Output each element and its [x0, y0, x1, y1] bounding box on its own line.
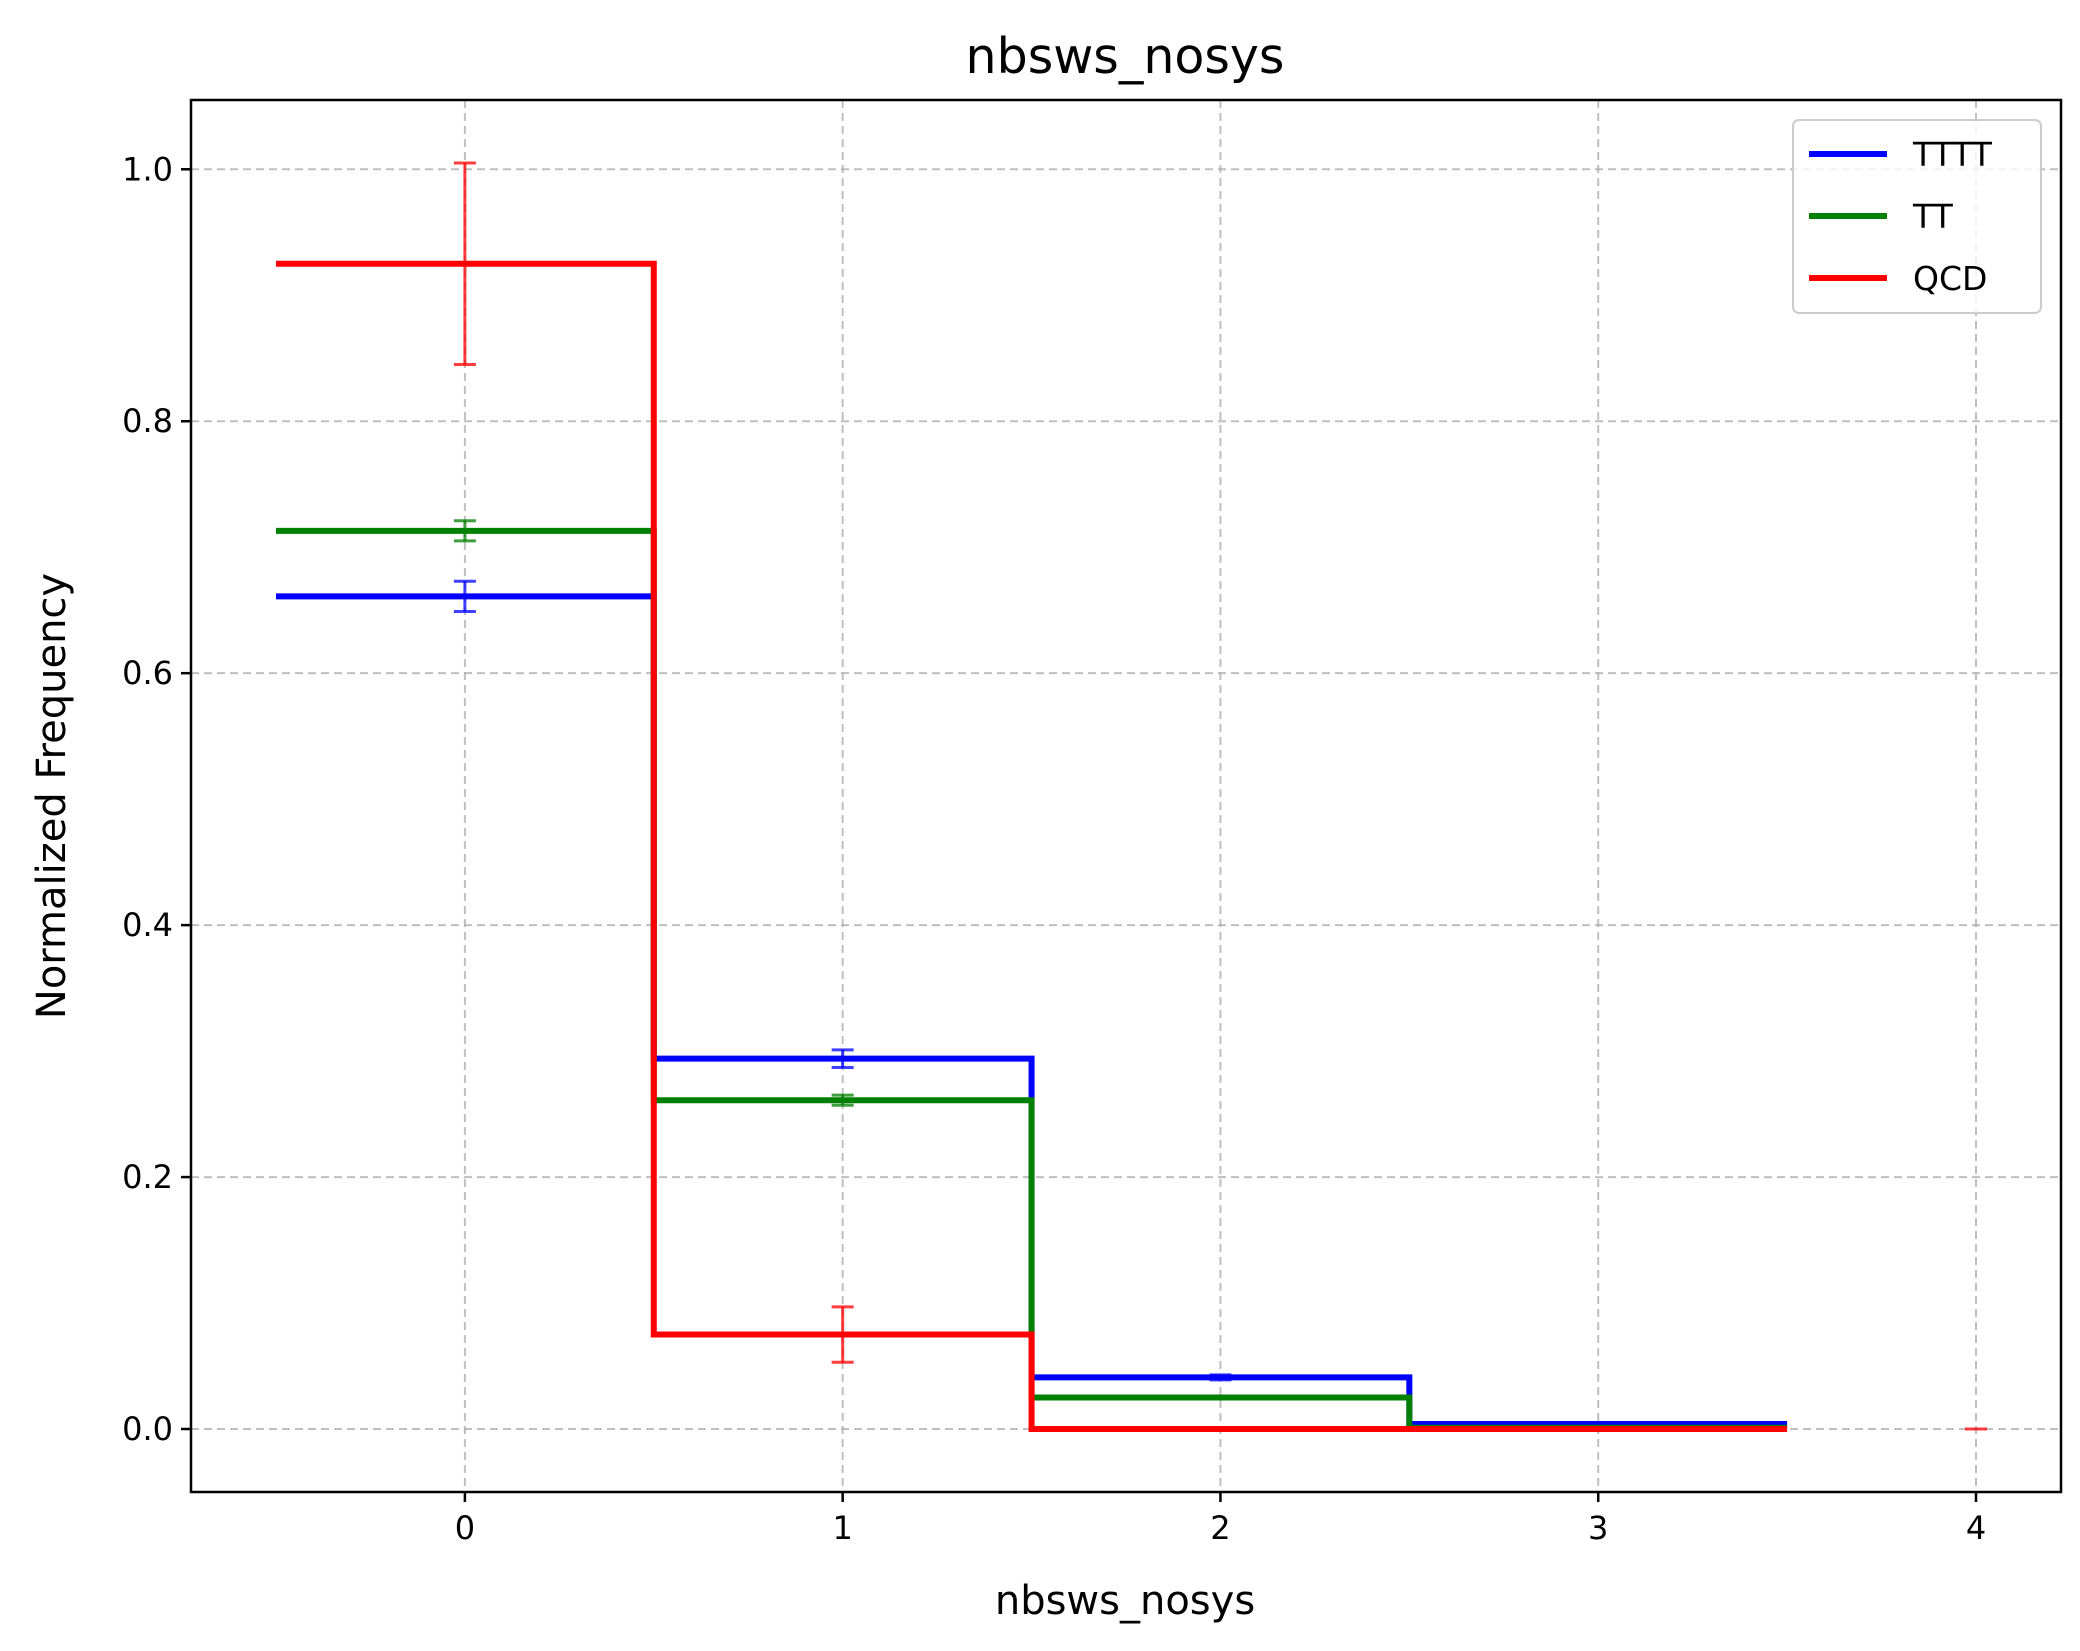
x-tick-label: 2: [1210, 1509, 1230, 1547]
errorbar-tttt: [831, 1048, 854, 1069]
legend-box: [1792, 119, 2042, 314]
error-bars: [453, 161, 1987, 1431]
y-tick-label: 0.2: [122, 1158, 173, 1196]
errorbar-tttt: [1209, 1373, 1232, 1382]
axis-ticks: 0 1 2 3 4 0.0 0.2 0.4 0.6 0.8 1.0: [122, 150, 1986, 1547]
y-axis-label: Normalized Frequency: [29, 573, 75, 1019]
x-tick-label: 3: [1588, 1509, 1608, 1547]
grid-lines: [191, 100, 2061, 1492]
x-tick-label: 0: [455, 1509, 475, 1547]
errorbar-qcd: [831, 1305, 854, 1364]
errorbar-tttt: [453, 579, 476, 613]
x-axis-label: nbsws_nosys: [995, 1578, 1255, 1624]
y-tick-label: 1.0: [122, 150, 173, 188]
errorbar-tt: [831, 1093, 854, 1107]
x-tick-label: 4: [1966, 1509, 1986, 1547]
chart-title: nbsws_nosys: [966, 28, 1285, 85]
y-tick-label: 0.6: [122, 654, 173, 692]
legend-label-tt: TT: [1912, 197, 1954, 236]
errorbar-tt: [453, 519, 476, 543]
x-tick-label: 1: [832, 1509, 852, 1547]
series-steps: [276, 260, 1788, 1433]
legend-label-qcd: QCD: [1913, 259, 1987, 298]
series-step-qcd: [276, 260, 1788, 1433]
y-tick-label: 0.0: [122, 1410, 173, 1448]
y-tick-label: 0.4: [122, 906, 173, 944]
plot-area-frame: [189, 98, 2063, 1494]
errorbar-qcd: [453, 161, 476, 367]
y-tick-label: 0.8: [122, 402, 173, 440]
legend-label-tttt: TTTT: [1912, 135, 1993, 174]
